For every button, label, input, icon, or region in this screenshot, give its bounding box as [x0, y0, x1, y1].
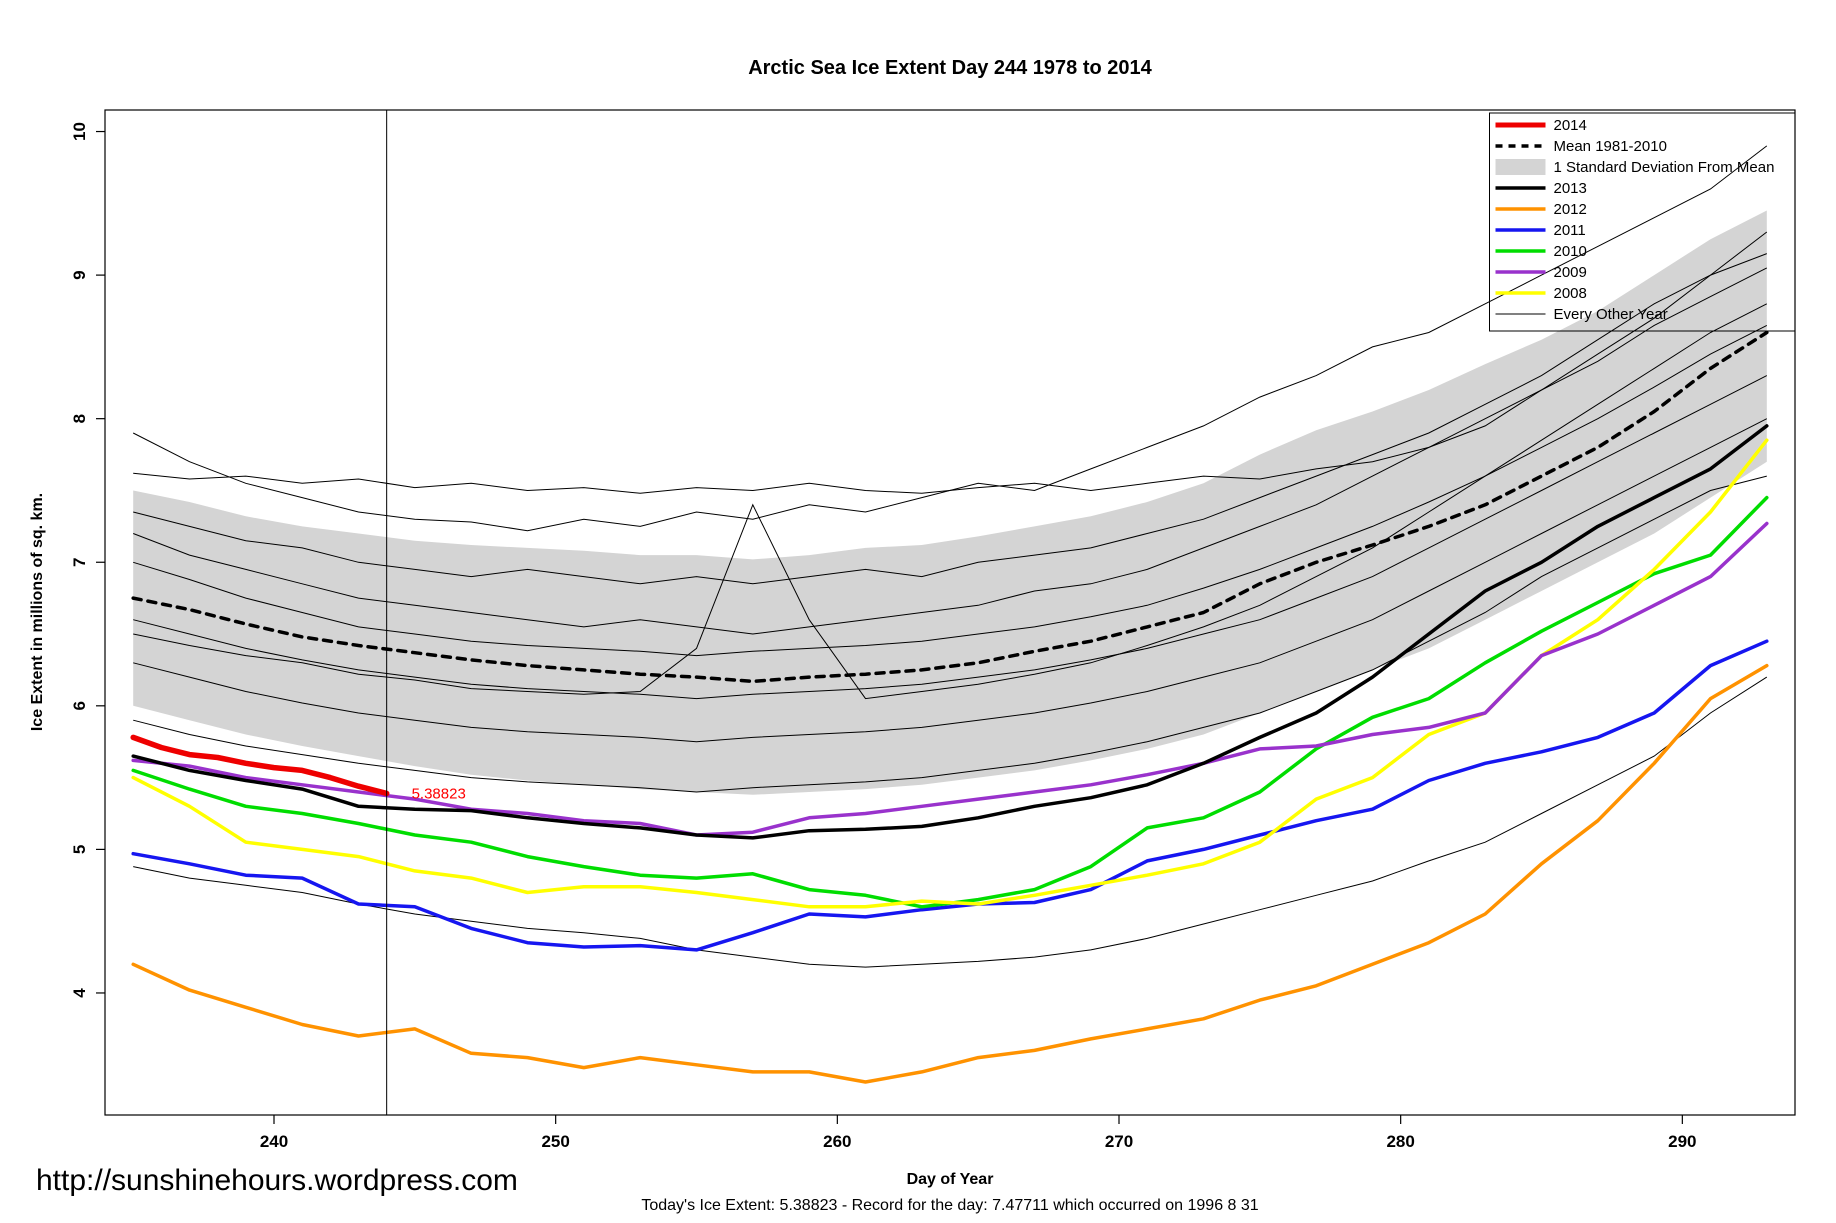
chart-title: Arctic Sea Ice Extent Day 244 1978 to 20… — [748, 57, 1152, 79]
other-year-line-3 — [133, 253, 1767, 585]
legend-layer: 2014 Mean 1981-2010 1 Standard Deviation F… — [1489, 112, 1796, 332]
footer-url[interactable]: http://sunshinehours.wordpress.com — [36, 1164, 518, 1197]
x-tick-label: 280 — [1386, 1132, 1414, 1151]
y-tick-label: 8 — [70, 414, 89, 423]
legend-label-2011: 2011 — [1554, 222, 1586, 239]
other-year-line-2 — [133, 231, 1768, 494]
other-year-line-10 — [133, 676, 1768, 968]
series-line-2009 — [131, 521, 1769, 837]
today-extent-annotation: 5.38823 — [412, 785, 466, 802]
series-line-2013 — [131, 424, 1769, 840]
stddev-band — [133, 210, 1767, 795]
legend-label-2010: 2010 — [1554, 243, 1587, 260]
legend-label-2008: 2008 — [1554, 285, 1587, 302]
legend-swatch-1-standard-deviation-from-mean — [1495, 159, 1546, 175]
axes-layer: 240 250 260 270 280 290 4 5 6 7 8 9 10 — [70, 122, 1697, 1151]
legend-label-1-standard-deviation-from-mean: 1 Standard Deviation From Mean — [1554, 159, 1775, 176]
y-tick-label: 4 — [70, 988, 89, 998]
legend-box — [1489, 112, 1796, 332]
y-tick-label: 9 — [70, 270, 89, 279]
x-tick-label: 270 — [1105, 1132, 1133, 1151]
legend-label-2009: 2009 — [1554, 264, 1587, 281]
stddev-band-layer — [133, 210, 1767, 795]
other-year-line-7 — [133, 418, 1768, 743]
y-tick-label: 5 — [70, 845, 89, 854]
other-year-line-9 — [133, 475, 1767, 793]
series-layer — [130, 330, 1769, 1084]
x-tick-label: 240 — [260, 1132, 288, 1151]
plot-border — [104, 109, 1796, 1116]
y-tick-label: 7 — [70, 558, 89, 567]
series-line-2012 — [131, 663, 1769, 1084]
other-year-line-4 — [133, 267, 1768, 635]
series-line-2011 — [131, 639, 1769, 952]
other-year-line-8 — [133, 303, 1768, 700]
y-tick-label: 6 — [70, 701, 89, 710]
legend-label-mean-1981-2010: Mean 1981-2010 — [1554, 138, 1667, 155]
legend-label-2012: 2012 — [1554, 201, 1587, 218]
x-axis-label: Day of Year — [907, 1171, 994, 1188]
today-marker-layer: 5.38823 — [386, 110, 466, 1115]
y-tick-label: 10 — [70, 122, 89, 141]
legend-label-2013: 2013 — [1554, 180, 1587, 197]
x-tick-label: 260 — [823, 1132, 851, 1151]
y-axis-label: Ice Extent in millions of sq. km. — [29, 493, 46, 731]
other-years-layer — [132, 145, 1768, 968]
other-year-line-6 — [133, 375, 1768, 700]
status-line: Today's Ice Extent: 5.38823 - Record for… — [641, 1197, 1258, 1214]
x-tick-label: 250 — [541, 1132, 569, 1151]
series-line-mean-1981-2010 — [131, 330, 1769, 684]
series-line-2014 — [130, 734, 390, 797]
x-tick-label: 290 — [1668, 1132, 1696, 1151]
legend-label-2014: 2014 — [1554, 117, 1587, 134]
legend-label-every-other-year: Every Other Year — [1554, 306, 1668, 323]
other-year-line-5 — [133, 324, 1768, 657]
